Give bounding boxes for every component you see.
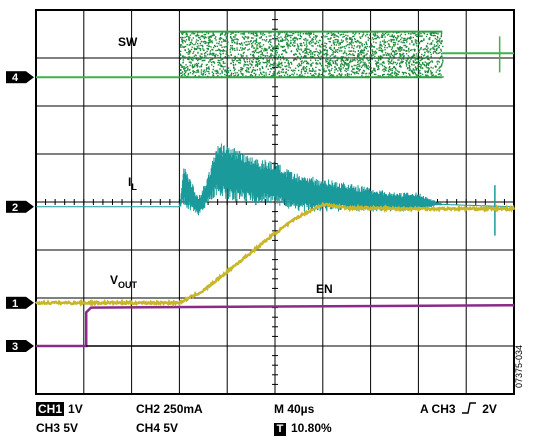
il-label-sub: L — [131, 182, 137, 192]
ch3-scale: CH3 5V — [36, 421, 79, 435]
channel-marker-box — [6, 296, 26, 309]
ch2-scale: CH2 250mA — [136, 402, 203, 416]
il-label: IL — [128, 175, 137, 192]
channel-marker-2: 2 — [6, 200, 34, 214]
trigger-level: 2V — [482, 402, 497, 416]
trigger-source: A CH3 — [420, 402, 456, 416]
channel-marker-box — [6, 200, 26, 213]
channel-marker-number: 1 — [12, 298, 18, 310]
timebase: M 40µs — [274, 402, 315, 416]
channel-marker-number: 2 — [12, 202, 18, 214]
en-label: EN — [316, 282, 333, 296]
channel-marker-number: 4 — [12, 72, 19, 84]
il-label-main: I — [128, 175, 131, 189]
channel-marker-arrow — [26, 296, 34, 309]
channel-marker-box — [6, 340, 26, 352]
en-trace — [36, 303, 515, 348]
channel-markers: 4 2 1 3 — [6, 71, 34, 353]
channel-marker-arrow — [26, 340, 34, 352]
channel-marker-3: 3 — [6, 340, 34, 353]
vout-trace — [34, 201, 516, 308]
channel-marker-1: 1 — [6, 296, 34, 310]
sw-trace-burst — [179, 30, 444, 78]
channel-marker-number: 3 — [12, 341, 18, 353]
il-trace — [36, 143, 514, 216]
rising-edge-icon — [461, 402, 476, 414]
t-box: T — [274, 423, 286, 436]
vout-label-sub: OUT — [118, 280, 138, 290]
trace-labels: SW IL VOUT EN — [110, 35, 333, 296]
vout-label-main: V — [110, 273, 118, 287]
channel-marker-box — [6, 71, 26, 84]
footer-row-1: CH1 1V — [36, 402, 83, 416]
channel-marker-arrow — [26, 71, 34, 84]
channel-marker-arrow — [26, 200, 34, 213]
ch1-box: CH1 — [36, 402, 65, 416]
trigger: A CH3 2V — [420, 402, 497, 416]
traces — [34, 30, 516, 348]
ch4-scale: CH4 5V — [136, 421, 179, 435]
vout-label: VOUT — [110, 273, 138, 290]
sw-label: SW — [118, 35, 138, 49]
figure-id: 07375-034 — [514, 344, 524, 388]
channel-marker-4: 4 — [6, 71, 34, 84]
trigger-position: T 10.80% — [274, 421, 332, 436]
t-position-value: 10.80% — [291, 421, 332, 435]
ch1-scale: 1V — [68, 402, 83, 416]
